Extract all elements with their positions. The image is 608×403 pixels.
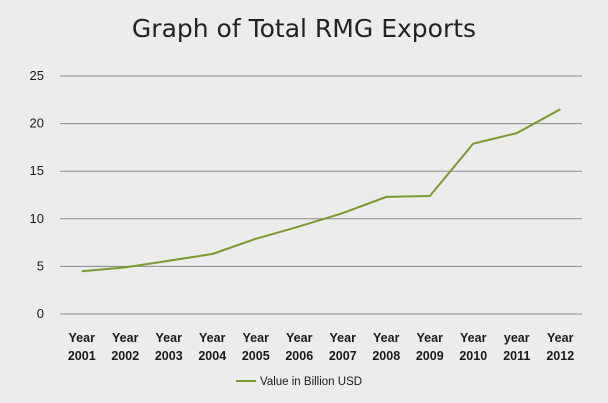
x-tick-label-4: Year 2005	[242, 331, 270, 363]
x-tick-label-2: Year 2003	[155, 331, 183, 363]
x-tick-label-0: Year 2001	[68, 331, 96, 363]
y-tick-label-0: 0	[37, 306, 44, 321]
legend-label-0: Value in Billion USD	[260, 376, 362, 388]
x-tick-label-10: year 2011	[503, 331, 530, 363]
y-tick-label-25: 25	[30, 68, 44, 83]
x-tick-label-3: Year 2004	[198, 331, 226, 363]
y-tick-label-10: 10	[30, 211, 44, 226]
y-tick-label-15: 15	[30, 163, 44, 178]
x-tick-label-1: Year 2002	[111, 331, 139, 363]
x-tick-label-9: Year 2010	[459, 331, 487, 363]
x-tick-label-11: Year 2012	[546, 331, 574, 363]
chart-title: Graph of Total RMG Exports	[131, 14, 477, 43]
y-tick-label-5: 5	[37, 258, 44, 273]
x-tick-label-7: Year 2008	[372, 331, 400, 363]
series-line-0	[81, 108, 561, 273]
x-tick-label-5: Year 2006	[285, 331, 313, 363]
x-tick-label-6: Year 2007	[329, 331, 357, 363]
x-tick-label-8: Year 2009	[416, 331, 444, 363]
y-tick-label-20: 20	[30, 116, 44, 131]
